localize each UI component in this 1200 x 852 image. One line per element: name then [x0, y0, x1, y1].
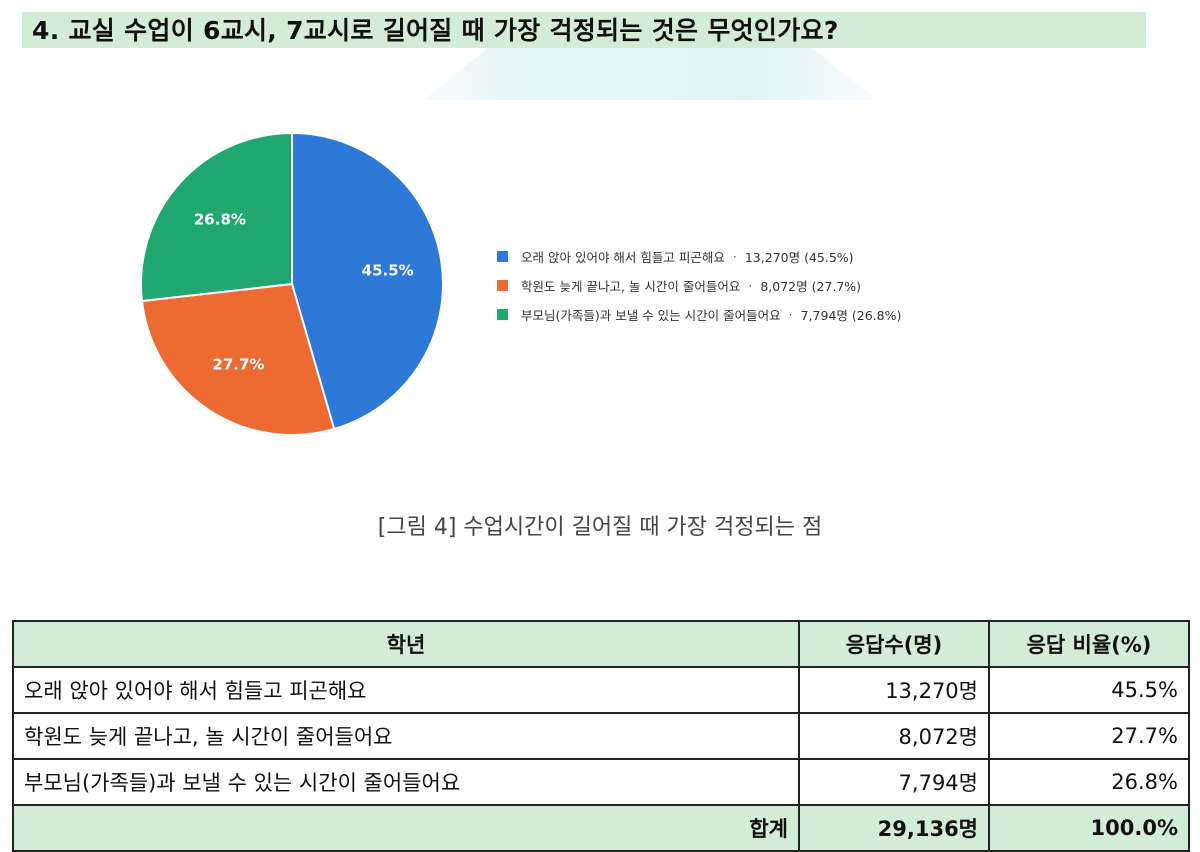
legend-item-3: 부모님(가족들)과 보낼 수 있는 시간이 줄어들어요 · 7,794명 (26…	[497, 300, 901, 329]
row-count: 13,270명	[798, 666, 990, 714]
pie-slice-label-2: 27.7%	[212, 355, 264, 373]
background-watermark	[423, 48, 877, 100]
legend-item-2: 학원도 늦게 끝나고, 놀 시간이 줄어들어요 · 8,072명 (27.7%)	[497, 271, 901, 300]
pie-slice-label-3: 26.8%	[194, 211, 246, 229]
total-ratio: 100.0%	[988, 804, 1190, 852]
legend-value-1: 13,270명 (45.5%)	[744, 250, 854, 265]
row-label: 부모님(가족들)과 보낼 수 있는 시간이 줄어들어요	[12, 758, 800, 806]
row-ratio: 45.5%	[988, 666, 1190, 714]
row-ratio: 26.8%	[988, 758, 1190, 806]
header-ratio: 응답 비율(%)	[988, 620, 1190, 668]
legend-value-3: 7,794명 (26.8%)	[800, 308, 902, 323]
header-count: 응답수(명)	[798, 620, 990, 668]
table-total-row: 합계 29,136명 100.0%	[12, 804, 1190, 852]
row-ratio: 27.7%	[988, 712, 1190, 760]
legend-label-2: 학원도 늦게 끝나고, 놀 시간이 줄어들어요	[521, 279, 741, 294]
legend-value-2: 8,072명 (27.7%)	[760, 279, 862, 294]
row-label: 학원도 늦게 끝나고, 놀 시간이 줄어들어요	[12, 712, 800, 760]
table-row: 오래 앉아 있어야 해서 힘들고 피곤해요 13,270명 45.5%	[12, 666, 1190, 714]
total-count: 29,136명	[798, 804, 990, 852]
table-row: 부모님(가족들)과 보낼 수 있는 시간이 줄어들어요 7,794명 26.8%	[12, 758, 1190, 806]
legend-separator: ·	[748, 278, 753, 293]
legend-label-1: 오래 앉아 있어야 해서 힘들고 피곤해요	[521, 250, 725, 265]
question-title: 4. 교실 수업이 6교시, 7교시로 길어질 때 가장 걱정되는 것은 무엇인…	[32, 16, 839, 45]
row-label: 오래 앉아 있어야 해서 힘들고 피곤해요	[12, 666, 800, 714]
response-table: 학년 응답수(명) 응답 비율(%) 오래 앉아 있어야 해서 힘들고 피곤해요…	[12, 620, 1190, 852]
pie-slice-2	[140, 282, 336, 436]
row-count: 7,794명	[798, 758, 990, 806]
row-count: 8,072명	[798, 712, 990, 760]
table-header-row: 학년 응답수(명) 응답 비율(%)	[12, 620, 1190, 668]
question-banner	[22, 12, 1146, 48]
legend-separator: ·	[788, 307, 793, 322]
chart-legend: 오래 앉아 있어야 해서 힘들고 피곤해요 · 13,270명 (45.5%) …	[497, 242, 901, 329]
total-label: 합계	[12, 804, 800, 852]
legend-swatch-2	[497, 280, 508, 291]
legend-label-3: 부모님(가족들)과 보낼 수 있는 시간이 줄어들어요	[521, 308, 781, 323]
legend-swatch-1	[497, 251, 508, 262]
table-row: 학원도 늦게 끝나고, 놀 시간이 줄어들어요 8,072명 27.7%	[12, 712, 1190, 760]
legend-separator: ·	[732, 249, 737, 264]
header-grade: 학년	[12, 620, 800, 668]
figure-caption: [그림 4] 수업시간이 길어질 때 가장 걱정되는 점	[377, 515, 823, 540]
pie-slice-1	[291, 131, 444, 431]
pie-slice-label-1: 45.5%	[362, 261, 414, 279]
legend-swatch-3	[497, 309, 508, 320]
legend-item-1: 오래 앉아 있어야 해서 힘들고 피곤해요 · 13,270명 (45.5%)	[497, 242, 901, 271]
pie-slice-3	[140, 131, 293, 303]
